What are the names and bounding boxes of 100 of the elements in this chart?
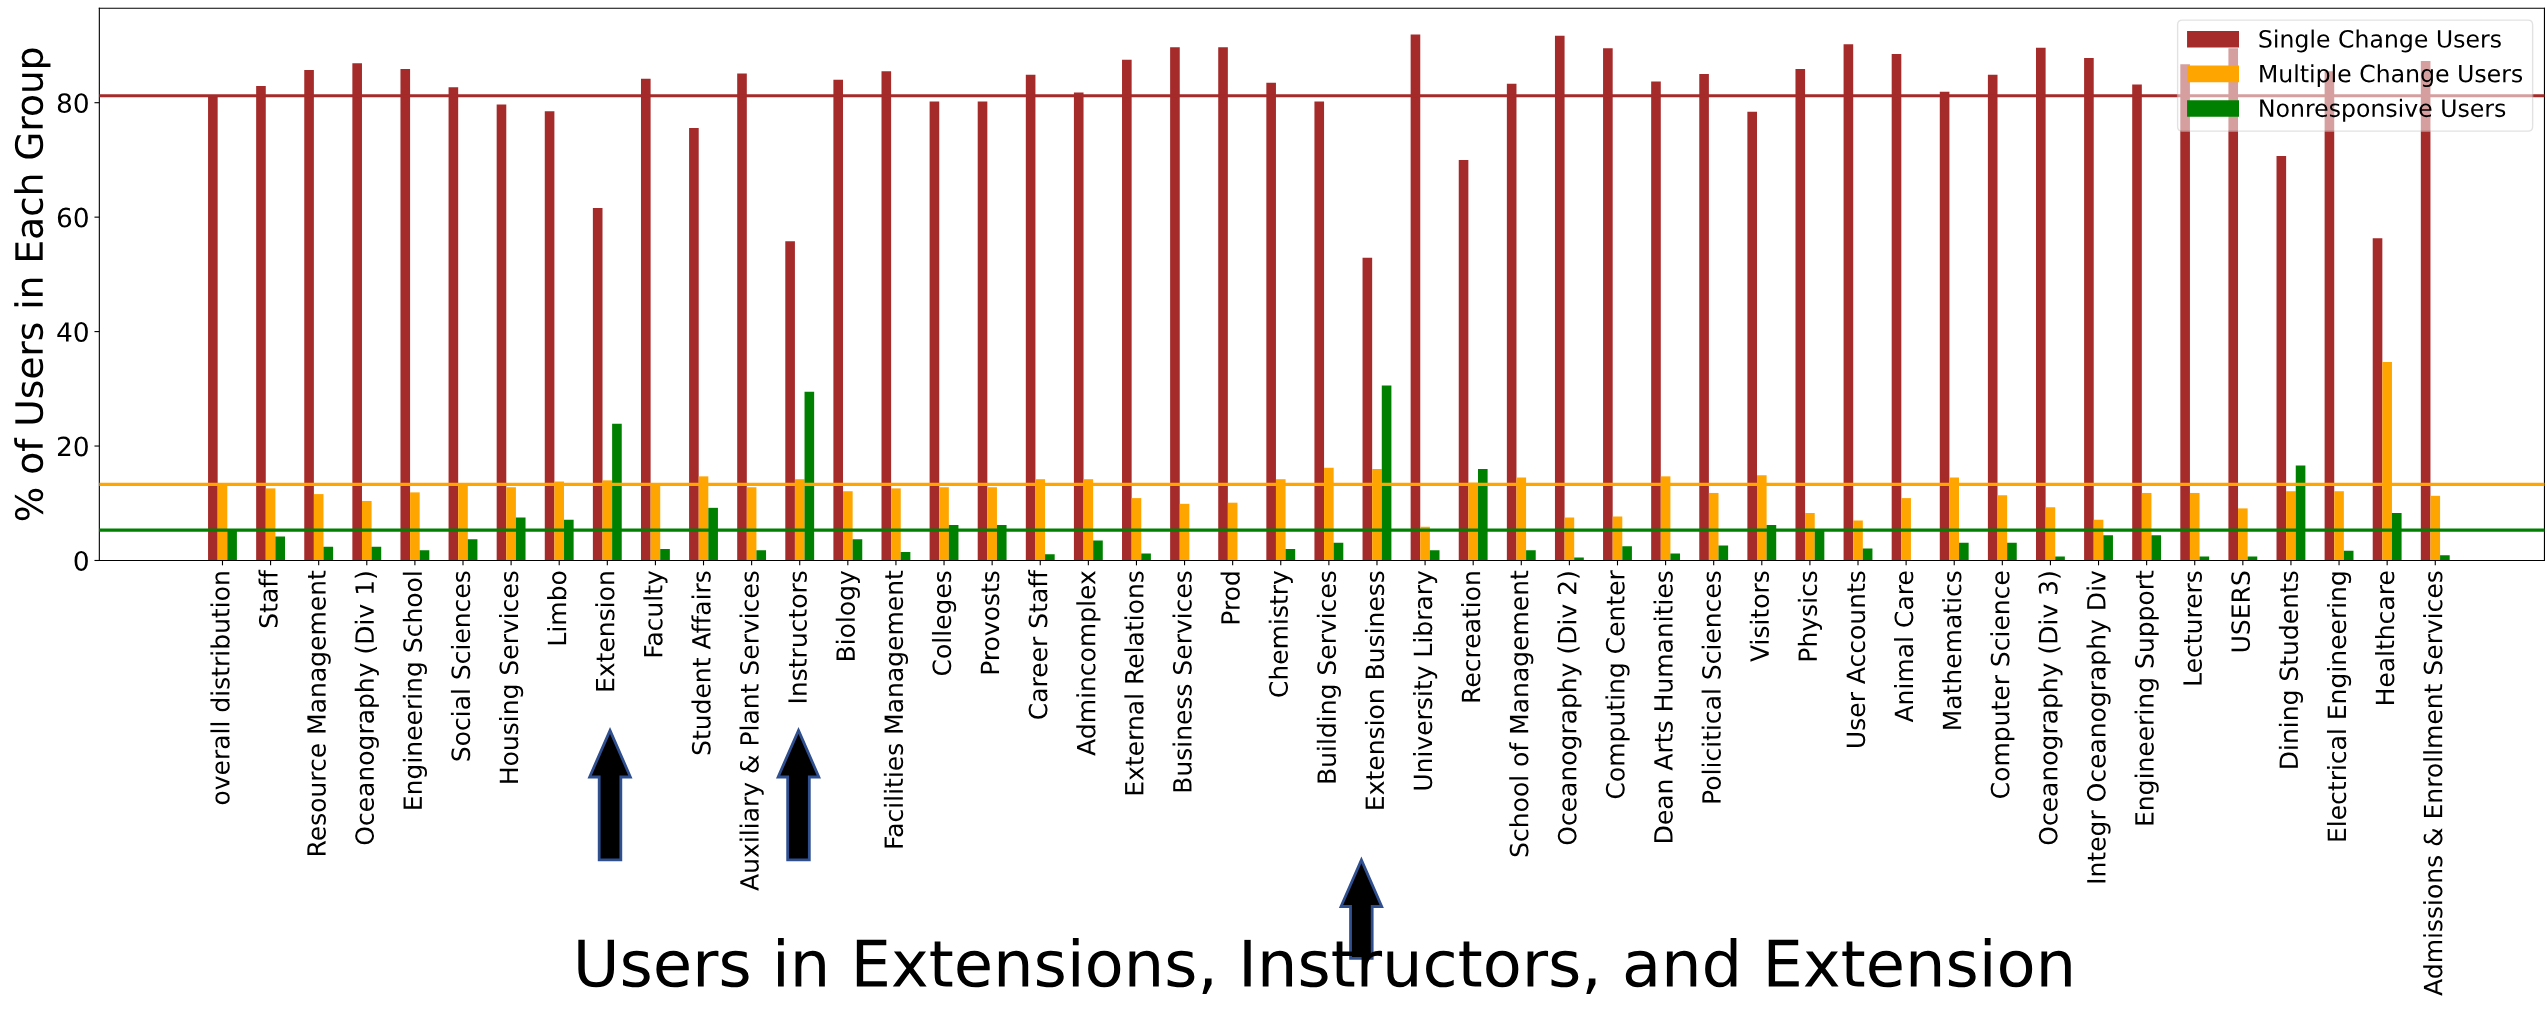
x-tick-label: Oceanography (Div 3) [2038, 572, 2063, 845]
bar [1853, 520, 1863, 561]
y-tick-label: 80 [57, 93, 88, 114]
x-tick-label: External Relations [1124, 571, 1144, 795]
bar [1526, 550, 1536, 561]
bar [2286, 491, 2296, 561]
legend-label: Multiple Change Users [2260, 64, 2523, 88]
x-tick-label: Computing Center [1605, 570, 1630, 799]
x-tick-label: Extension [595, 572, 615, 691]
x-tick-label: Chemistry [1268, 570, 1293, 697]
y-tick-label: 40 [57, 322, 88, 342]
x-tick-label: Building Services [1316, 571, 1341, 783]
x-tick-label: Recreation [1461, 572, 1481, 702]
bar [1458, 159, 1469, 561]
x-tick-label: Engineering School [402, 572, 427, 809]
x-tick-label: Visitors [1749, 571, 1770, 662]
bar [275, 536, 286, 561]
x-tick-label: Prod [1220, 572, 1240, 624]
x-tick-label: Lecturers [2183, 571, 2202, 685]
x-tick-label: Business Services [1172, 571, 1192, 792]
x-tick-label: Oceanography (Div 2) [1557, 572, 1582, 845]
bar [1420, 526, 1430, 561]
bar [2103, 535, 2113, 561]
bar [1141, 553, 1151, 561]
y-tick-label: 20 [57, 436, 88, 457]
x-tick-label: Provosts [980, 571, 1000, 674]
bar [2334, 491, 2344, 561]
x-tick-label: User Accounts [1846, 571, 1866, 747]
text: Users in Extensions, Instructors, and Extension [578, 937, 2071, 994]
bar [544, 111, 555, 561]
bar [1362, 257, 1373, 561]
x-tick-label: Extension Business [1364, 571, 1385, 809]
bar [1622, 546, 1632, 561]
bar [2247, 556, 2258, 561]
x-tick-label: University Library [1412, 570, 1438, 790]
bar [1901, 498, 1911, 561]
bar [1805, 512, 1815, 561]
bar [756, 550, 767, 561]
bar [929, 101, 940, 561]
x-tick-label: Computer Science [1990, 571, 2015, 798]
bar [1862, 548, 1873, 561]
bar [419, 550, 430, 561]
bar [2238, 508, 2248, 561]
x-tick-label: Electrical Engineering [2326, 572, 2352, 841]
x-tick-label: Colleges [931, 571, 957, 676]
bar [1708, 492, 1719, 561]
x-tick-label: overall distribution [210, 572, 230, 805]
bar [323, 546, 334, 561]
x-tick-label: Animal Care [1894, 571, 1914, 723]
x-tick-label: Student Affairs [691, 571, 711, 755]
x-tick-label: Staff [258, 569, 278, 628]
bar [410, 492, 420, 561]
bar [1314, 101, 1325, 561]
x-tick-label: Policitical Sciences [1701, 571, 1721, 803]
legend-label: Single Change Users [2259, 29, 2501, 53]
y-tick-label: 60 [57, 207, 88, 228]
x-tick-label: Instructors [788, 571, 807, 703]
bar [2189, 492, 2200, 561]
bar [1429, 550, 1440, 561]
bar [2055, 556, 2065, 561]
bar [2430, 495, 2441, 561]
x-tick-label: Integr Oceanography Div [2086, 570, 2111, 883]
bar [891, 488, 901, 561]
x-tick-label: Dean Arts Humanities [1653, 571, 1673, 842]
bar [843, 491, 853, 561]
y-axis-title: % of Users in Each Group [14, 48, 51, 521]
y-tick-label: 0 [74, 550, 88, 571]
bar [2199, 556, 2210, 561]
x-tick-label: Oceanography (Div 1) [354, 572, 379, 845]
x-tick-label: Engineering Support [2134, 570, 2159, 825]
bar [2276, 155, 2287, 561]
bar [2007, 542, 2017, 561]
bar [2372, 238, 2383, 561]
bar [689, 127, 699, 561]
x-tick-label: School of Management [1509, 570, 1534, 857]
bar [1285, 549, 1296, 561]
bar [1747, 111, 1757, 561]
x-tick-label: Biology [835, 570, 860, 661]
x-tick-label: Auxiliary & Plant Services [739, 571, 764, 891]
bar [785, 241, 795, 561]
bar [1093, 540, 1103, 561]
x-tick-label: Housing Services [499, 571, 524, 783]
x-tick-label: Social Sciences [450, 571, 471, 761]
bar [852, 539, 863, 561]
bar [977, 101, 988, 561]
bar [592, 207, 603, 561]
x-tick-label: Dining Students [2278, 571, 2304, 768]
x-tick-label: Facilities Management [883, 570, 909, 848]
bar [1670, 553, 1681, 561]
x-tick-label: Admissions & Enrollment Services [2423, 571, 2443, 996]
bar [1959, 542, 1969, 561]
x-tick-label: Career Staff [1028, 569, 1048, 719]
x-tick-label: USERS [2231, 571, 2251, 652]
x-tick-label: Resource Management [307, 570, 331, 856]
bar [2151, 535, 2162, 561]
x-tick-label: Admincomplex [1076, 571, 1101, 756]
bar [1045, 554, 1055, 561]
bar [496, 104, 507, 561]
x-tick-label: Limbo [547, 571, 567, 645]
x-tick-label: Mathematics [1942, 571, 1962, 729]
